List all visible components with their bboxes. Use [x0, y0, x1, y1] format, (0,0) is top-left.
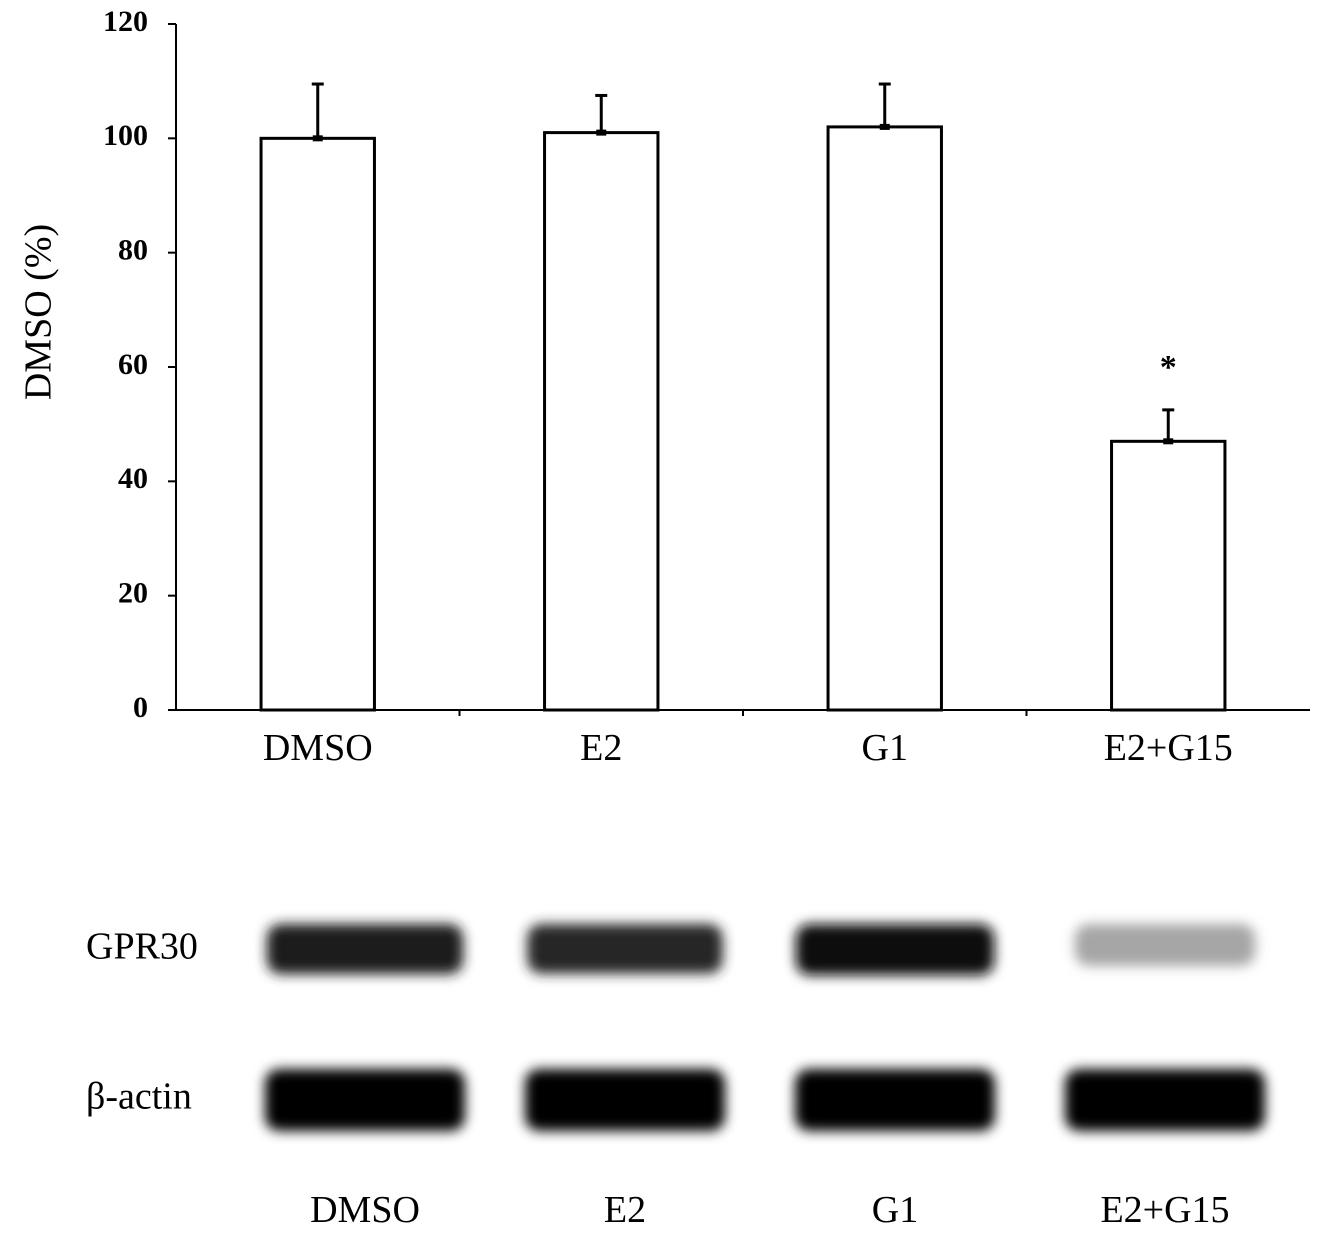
y-tick-label: 40	[118, 462, 148, 495]
category-label: DMSO	[263, 727, 373, 769]
y-tick-label: 0	[133, 691, 148, 724]
error-bar-base	[879, 123, 890, 130]
blot-band	[527, 924, 723, 974]
category-label: E2+G15	[1104, 727, 1233, 769]
blot-row-label: GPR30	[86, 926, 198, 968]
western-blot-panel: GPR30 β-actin DMSO E2 G1 E2+G15	[86, 924, 1265, 1231]
error-bar-base	[596, 129, 607, 136]
y-tick-label: 100	[103, 119, 148, 152]
category-label: E2	[580, 727, 622, 769]
blot-band	[525, 1069, 725, 1131]
y-tick-label: 80	[118, 234, 148, 267]
blot-lane-label: E2+G15	[1100, 1189, 1229, 1231]
blot-band	[265, 1069, 465, 1131]
y-ticks: 0 20 40 60 80 100 120	[103, 5, 176, 724]
error-bar-base	[1163, 438, 1174, 445]
y-tick-label: 120	[103, 5, 148, 38]
blot-band	[266, 924, 464, 975]
y-tick-label: 60	[118, 348, 148, 381]
blot-band	[795, 924, 995, 976]
blot-lane-label: DMSO	[310, 1189, 420, 1231]
bar-g1	[826, 125, 943, 712]
blot-band	[1074, 924, 1256, 966]
blot-band	[1065, 1069, 1265, 1131]
bars: *	[259, 82, 1227, 712]
blot-row-label: β-actin	[86, 1076, 192, 1118]
blot-band	[795, 1069, 995, 1131]
category-labels: DMSO E2 G1 E2+G15	[263, 727, 1233, 769]
bar-dmso	[259, 136, 376, 712]
category-label: G1	[862, 727, 908, 769]
blot-lane-label: E2	[604, 1189, 646, 1231]
error-bar-base	[312, 135, 323, 142]
x-ticks	[458, 710, 1028, 716]
bar-chart: 0 20 40 60 80 100 120 * DMSO E2 G1 E2+G15 DMSO (%…	[18, 5, 1310, 769]
bar-e2	[543, 131, 660, 712]
bar-e2-g15	[1110, 439, 1227, 712]
y-axis-title: DMSO (%)	[18, 224, 60, 400]
significance-marker: *	[1160, 349, 1177, 386]
y-tick-label: 20	[118, 577, 148, 610]
blot-lane-label: G1	[872, 1189, 918, 1231]
